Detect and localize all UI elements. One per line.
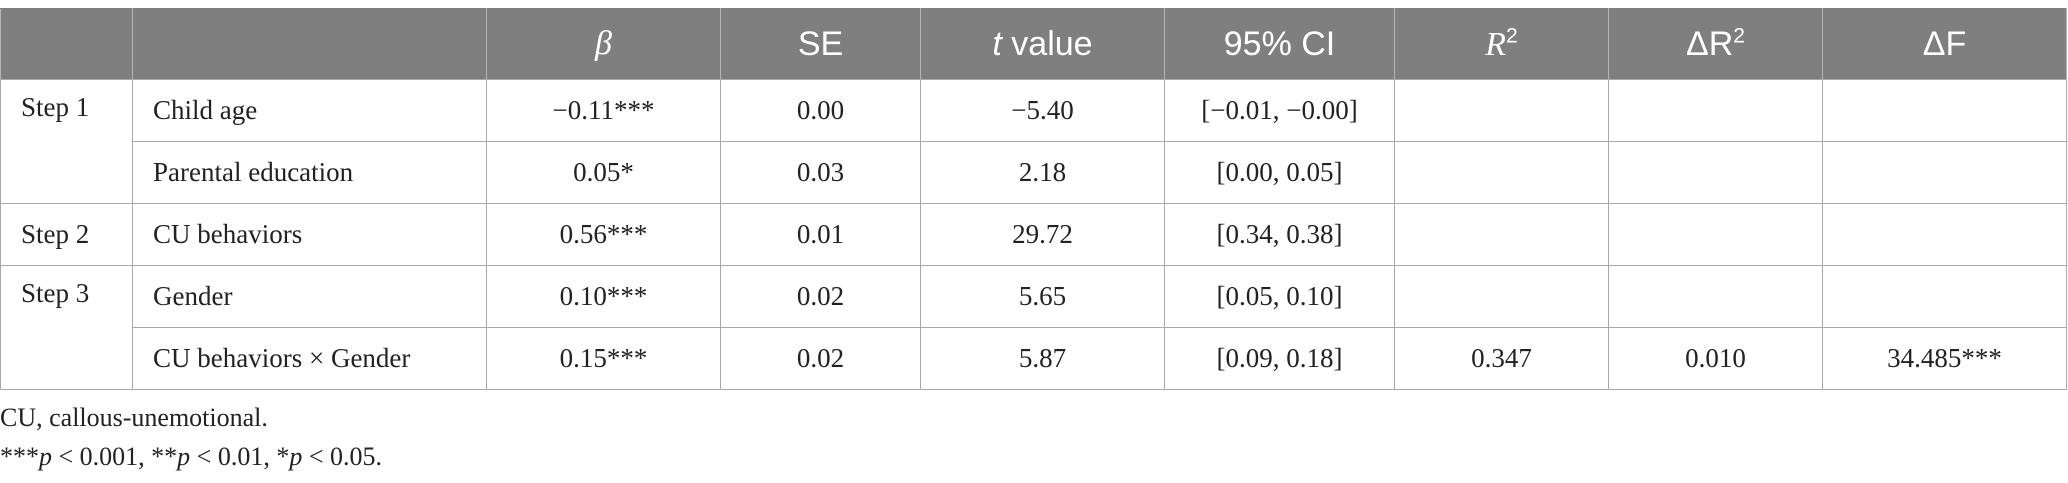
step-cell: Step 3 (0, 265, 133, 390)
header-step (0, 8, 133, 80)
t-cell: −5.40 (920, 79, 1165, 142)
beta-cell: 0.10*** (486, 265, 721, 328)
r2-cell (1394, 265, 1609, 328)
table-row: Parental education 0.05* 0.03 2.18 [0.00… (1, 141, 2067, 204)
delta-f-cell (1822, 203, 2067, 266)
header-t-italic: t (992, 24, 1002, 63)
table-row: Step 2 CU behaviors 0.56*** 0.01 29.72 [… (0, 203, 2067, 266)
header-predictor (132, 8, 487, 80)
header-delta-f: ΔF (1822, 8, 2067, 80)
se-cell: 0.02 (720, 265, 921, 328)
delta-f-cell: 34.485*** (1822, 327, 2067, 390)
t-cell: 5.65 (920, 265, 1165, 328)
r2-cell (1394, 203, 1609, 266)
r2-cell (1394, 141, 1609, 204)
r2-cell (1394, 79, 1609, 142)
se-cell: 0.02 (720, 327, 921, 390)
sig-part2: < 0.01, * (190, 442, 290, 471)
predictor-cell: CU behaviors (132, 203, 487, 266)
ci-cell: [0.09, 0.18] (1164, 327, 1395, 390)
abbreviation-note: CU, callous-unemotional. (0, 403, 268, 432)
sig-p2: p (177, 442, 191, 471)
delta-r2-cell (1608, 265, 1823, 328)
sig-prefix: *** (0, 442, 39, 471)
predictor-cell: Gender (132, 265, 487, 328)
predictor-cell: CU behaviors × Gender (132, 327, 487, 390)
header-t-value: t value (920, 8, 1165, 80)
t-cell: 29.72 (920, 203, 1165, 266)
delta-r2-cell (1608, 203, 1823, 266)
ci-cell: [−0.01, −0.00] (1164, 79, 1395, 142)
header-delta-r2-base: ΔR (1686, 24, 1734, 63)
regression-table: β SE t value 95% CI R2 ΔR2 ΔF Step 1 Chi… (0, 8, 2067, 390)
delta-r2-cell (1608, 79, 1823, 142)
ci-cell: [0.00, 0.05] (1164, 141, 1395, 204)
t-cell: 2.18 (920, 141, 1165, 204)
delta-r2-cell: 0.010 (1608, 327, 1823, 390)
delta-f-cell (1822, 141, 2067, 204)
significance-note: ***p < 0.001, **p < 0.01, *p < 0.05. (0, 437, 382, 476)
t-cell: 5.87 (920, 327, 1165, 390)
step-cell: Step 1 (0, 79, 133, 204)
header-t-rest: value (1001, 24, 1093, 63)
header-beta: β (486, 8, 721, 80)
header-se: SE (720, 8, 921, 80)
table-footnotes: CU, callous-unemotional. ***p < 0.001, *… (0, 398, 382, 476)
sig-part1: < 0.001, ** (52, 442, 178, 471)
regression-table-container: β SE t value 95% CI R2 ΔR2 ΔF Step 1 Chi… (0, 8, 2068, 390)
se-cell: 0.00 (720, 79, 921, 142)
beta-cell: 0.15*** (486, 327, 721, 390)
beta-cell: −0.11*** (486, 79, 721, 142)
sig-p3: p (289, 442, 303, 471)
beta-cell: 0.05* (486, 141, 721, 204)
delta-f-cell (1822, 265, 2067, 328)
header-delta-r2: ΔR2 (1608, 8, 1823, 80)
delta-r2-cell (1608, 141, 1823, 204)
header-r2-sup: 2 (1506, 24, 1518, 48)
se-cell: 0.03 (720, 141, 921, 204)
table-row: Step 3 Gender 0.10*** 0.02 5.65 [0.05, 0… (0, 265, 2067, 390)
step-cell: Step 2 (0, 203, 133, 266)
predictor-cell: Child age (132, 79, 487, 142)
r2-cell: 0.347 (1394, 327, 1609, 390)
beta-cell: 0.56*** (486, 203, 721, 266)
predictor-cell: Parental education (132, 141, 487, 204)
header-delta-r2-sup: 2 (1733, 24, 1745, 48)
ci-cell: [0.34, 0.38] (1164, 203, 1395, 266)
header-row: β SE t value 95% CI R2 ΔR2 ΔF (0, 8, 2067, 80)
header-r2: R2 (1394, 8, 1609, 80)
header-ci: 95% CI (1164, 8, 1395, 80)
table-row: Step 1 Child age −0.11*** 0.00 −5.40 [−0… (0, 79, 2067, 204)
se-cell: 0.01 (720, 203, 921, 266)
table-row: CU behaviors × Gender 0.15*** 0.02 5.87 … (1, 327, 2067, 390)
delta-f-cell (1822, 79, 2067, 142)
sig-p1: p (39, 442, 52, 471)
sig-part3: < 0.05. (302, 442, 383, 471)
ci-cell: [0.05, 0.10] (1164, 265, 1395, 328)
header-r2-base: R (1485, 25, 1507, 63)
